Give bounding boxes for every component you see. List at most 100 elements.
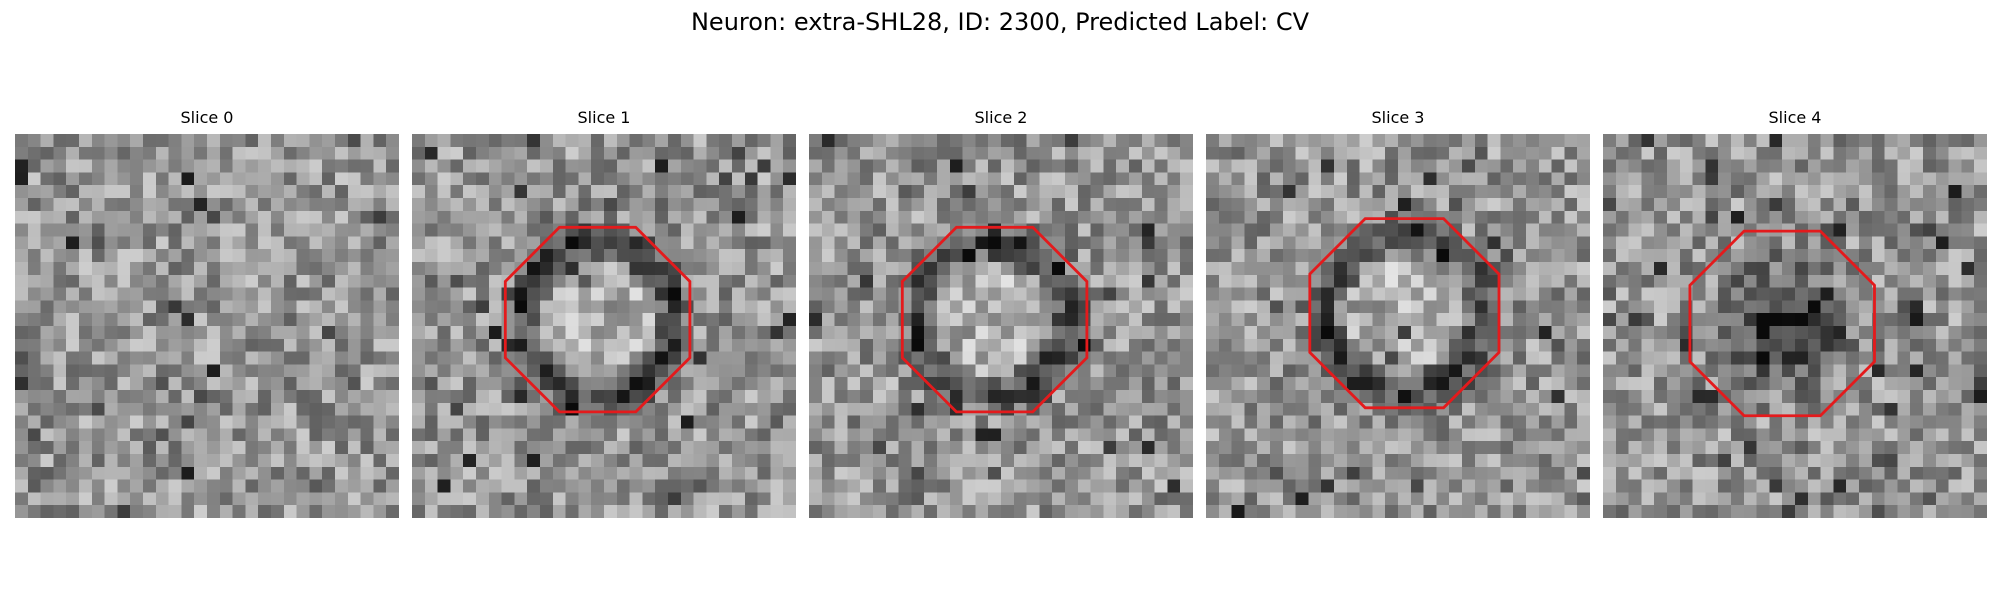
pixel bbox=[1180, 479, 1193, 493]
pixel bbox=[309, 198, 323, 212]
pixel bbox=[488, 402, 502, 416]
pixel bbox=[616, 492, 630, 506]
pixel bbox=[706, 223, 720, 237]
pixel bbox=[283, 415, 297, 429]
pixel bbox=[1654, 146, 1668, 160]
pixel bbox=[552, 390, 566, 404]
pixel bbox=[1231, 185, 1245, 199]
pixel bbox=[1206, 274, 1220, 288]
pixel bbox=[847, 390, 861, 404]
pixel bbox=[1538, 454, 1552, 468]
pixel bbox=[1167, 159, 1181, 173]
pixel bbox=[655, 300, 669, 314]
pixel bbox=[1884, 505, 1898, 518]
pixel bbox=[860, 262, 874, 276]
pixel bbox=[924, 185, 938, 199]
slice-title-1: Slice 1 bbox=[577, 108, 631, 127]
pixel bbox=[219, 236, 233, 250]
pixel bbox=[1039, 466, 1053, 480]
pixel bbox=[885, 146, 899, 160]
pixel bbox=[732, 441, 746, 455]
pixel bbox=[258, 134, 272, 148]
pixel bbox=[360, 210, 374, 224]
pixel bbox=[1487, 479, 1501, 493]
pixel bbox=[1359, 326, 1373, 340]
pixel bbox=[540, 236, 554, 250]
pixel bbox=[860, 134, 874, 148]
pixel bbox=[1897, 300, 1911, 314]
pixel bbox=[1551, 236, 1565, 250]
pixel bbox=[1743, 300, 1757, 314]
pixel bbox=[1974, 223, 1987, 237]
pixel bbox=[463, 159, 477, 173]
pixel bbox=[1807, 210, 1821, 224]
pixel bbox=[1257, 210, 1271, 224]
pixel bbox=[1372, 454, 1386, 468]
pixel bbox=[552, 351, 566, 365]
pixel bbox=[1615, 300, 1629, 314]
pixel bbox=[437, 313, 451, 327]
pixel bbox=[1257, 338, 1271, 352]
pixel bbox=[130, 505, 144, 518]
pixel bbox=[668, 364, 682, 378]
pixel bbox=[130, 300, 144, 314]
pixel bbox=[604, 454, 618, 468]
pixel bbox=[1603, 262, 1617, 276]
pixel bbox=[1474, 198, 1488, 212]
pixel bbox=[783, 274, 796, 288]
pixel bbox=[1513, 146, 1527, 160]
pixel bbox=[271, 300, 285, 314]
pixel bbox=[719, 390, 733, 404]
pixel bbox=[1129, 351, 1143, 365]
pixel bbox=[1321, 313, 1335, 327]
pixel bbox=[271, 377, 285, 391]
pixel bbox=[424, 377, 438, 391]
pixel bbox=[744, 441, 758, 455]
pixel bbox=[1667, 505, 1681, 518]
pixel bbox=[1884, 454, 1898, 468]
pixel bbox=[130, 377, 144, 391]
pixel bbox=[309, 313, 323, 327]
pixel bbox=[1884, 262, 1898, 276]
pixel bbox=[386, 402, 399, 416]
pixel bbox=[1103, 492, 1117, 506]
pixel bbox=[770, 249, 784, 263]
pixel bbox=[988, 210, 1002, 224]
pixel bbox=[1141, 249, 1155, 263]
pixel bbox=[527, 185, 541, 199]
pixel bbox=[168, 390, 182, 404]
pixel bbox=[693, 390, 707, 404]
pixel bbox=[1321, 210, 1335, 224]
pixel bbox=[1961, 300, 1975, 314]
pixel bbox=[1948, 338, 1962, 352]
pixel bbox=[1103, 172, 1117, 186]
pixel bbox=[476, 479, 490, 493]
pixel bbox=[309, 428, 323, 442]
pixel bbox=[1398, 287, 1412, 301]
pixel bbox=[1615, 364, 1629, 378]
pixel bbox=[1487, 428, 1501, 442]
pixel bbox=[1487, 377, 1501, 391]
pixel bbox=[373, 172, 387, 186]
pixel bbox=[1538, 338, 1552, 352]
pixel bbox=[373, 236, 387, 250]
pixel bbox=[1705, 185, 1719, 199]
pixel bbox=[911, 223, 925, 237]
pixel bbox=[975, 274, 989, 288]
pixel bbox=[1743, 198, 1757, 212]
pixel bbox=[744, 351, 758, 365]
pixel bbox=[1577, 313, 1590, 327]
pixel bbox=[143, 159, 157, 173]
pixel bbox=[1564, 338, 1578, 352]
pixel bbox=[322, 185, 336, 199]
pixel bbox=[1731, 326, 1745, 340]
pixel bbox=[322, 402, 336, 416]
pixel bbox=[155, 313, 169, 327]
pixel bbox=[283, 428, 297, 442]
pixel bbox=[1206, 351, 1220, 365]
pixel bbox=[1923, 364, 1937, 378]
pixel bbox=[1667, 146, 1681, 160]
pixel bbox=[1769, 364, 1783, 378]
pixel bbox=[373, 338, 387, 352]
pixel bbox=[1218, 351, 1232, 365]
